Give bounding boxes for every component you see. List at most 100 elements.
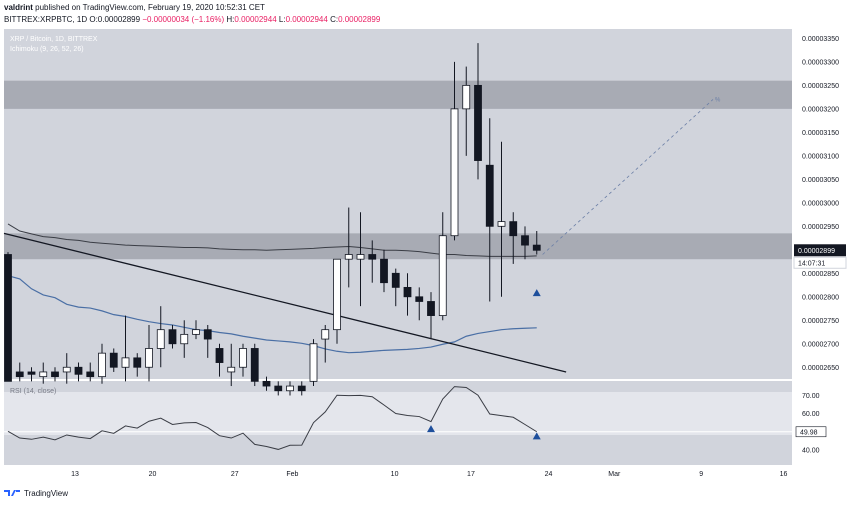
main-legend: XRP / Bitcoin, 1D, BITTREX <box>10 36 98 43</box>
candle-body <box>297 385 306 392</box>
footer: TradingView <box>4 486 68 500</box>
candle-body <box>74 366 83 375</box>
low-value: L:0.00002944 <box>278 15 328 24</box>
candle-body <box>215 348 224 363</box>
price-axis-label: 0.00003100 <box>802 153 839 160</box>
candle-body <box>250 348 259 382</box>
candle-body <box>39 371 48 378</box>
candle-body <box>497 221 506 227</box>
time-axis-label: 10 <box>391 471 399 478</box>
candle-body <box>62 366 71 373</box>
rsi-current-tag: 49.98 <box>800 429 818 436</box>
ichimoku-legend: Ichimoku (9, 26, 52, 26) <box>10 46 84 53</box>
rsi-divergence-triangle <box>532 432 541 440</box>
candle-body <box>380 258 388 284</box>
chart-header: valdrint published on TradingView.com, F… <box>4 0 844 28</box>
candle-body <box>98 352 106 378</box>
tradingview-logo-icon <box>4 490 20 496</box>
candle-body <box>121 357 130 368</box>
current-price-tag: 0.00002899 <box>798 248 835 255</box>
price-axis-label: 0.00002750 <box>802 318 839 325</box>
ohlc-line: BITTREX:XRPBTC, 1D O:0.00002899 −0.00000… <box>4 14 380 26</box>
projection-label: % <box>715 97 721 103</box>
candle-body <box>168 329 177 345</box>
candle-body <box>274 385 283 392</box>
price-axis-label: 0.00003050 <box>802 177 839 184</box>
time-axis-label: Feb <box>286 471 298 478</box>
publish-line: valdrint published on TradingView.com, F… <box>4 2 265 14</box>
candle-body <box>27 371 36 375</box>
candle-body <box>109 352 118 368</box>
time-axis-label: 16 <box>780 471 788 478</box>
candle-body <box>521 235 529 246</box>
time-axis-label: 24 <box>545 471 553 478</box>
candle-body <box>391 272 400 288</box>
price-axis-label: 0.00003150 <box>802 130 839 137</box>
open-value: O:0.00002899 <box>89 15 141 24</box>
price-axis-label: 0.00003250 <box>802 83 839 90</box>
footer-brand[interactable]: TradingView <box>24 488 69 498</box>
rsi-axis-label: 60.00 <box>802 411 820 418</box>
candle-body <box>156 329 165 349</box>
low-number: 0.00002944 <box>285 15 328 24</box>
time-axis-label: 13 <box>71 471 79 478</box>
candle-body <box>333 258 341 331</box>
candle-body <box>133 357 142 368</box>
rsi-legend: RSI (14, close) <box>10 388 56 395</box>
author-name[interactable]: valdrint <box>4 3 33 12</box>
candle-body <box>192 329 200 335</box>
candle-body <box>86 371 95 378</box>
current-price-tag-bg <box>794 244 846 257</box>
candle-body <box>462 84 471 110</box>
price-axis-label: 0.00002950 <box>802 224 839 231</box>
candle-body <box>51 371 59 378</box>
candle-body <box>180 333 189 345</box>
price-axis-label: 0.00003000 <box>802 200 839 207</box>
rsi-axis-label: 70.00 <box>802 393 820 400</box>
time-axis-label: 17 <box>467 471 475 478</box>
candle-body <box>227 366 236 373</box>
high-label: H: <box>226 15 235 24</box>
price-axis-label: 0.00002700 <box>802 341 839 348</box>
candle-body <box>262 380 271 387</box>
candle-body <box>485 164 494 227</box>
resistance-zone-1 <box>4 233 792 260</box>
rsi-current-tag-bg <box>795 426 827 438</box>
price-axis-label: 0.00003350 <box>802 36 839 43</box>
projection-dashed-line <box>542 99 714 255</box>
rsi-axis-label: 40.00 <box>802 447 820 454</box>
close-label: C:0.00002899 <box>330 15 381 24</box>
high-value: 0.00002944 <box>234 15 277 24</box>
price-axis-label: 0.00003300 <box>802 59 839 66</box>
countdown-tag: 14:07:31 <box>798 260 825 267</box>
candle-body <box>438 235 447 316</box>
candle-body <box>474 84 482 161</box>
price-axis-label: 0.00003200 <box>802 106 839 113</box>
candle-body <box>356 254 365 260</box>
candle-body <box>4 254 12 382</box>
candle-body <box>309 343 318 382</box>
candle-body <box>403 286 412 298</box>
candle-body <box>15 371 24 378</box>
close-number: 0.00002899 <box>338 15 381 24</box>
candle-body <box>145 348 153 368</box>
countdown-tag-bg <box>793 256 847 269</box>
price-axis-label: 0.00002650 <box>802 365 839 372</box>
candle-body <box>321 329 330 340</box>
price-chart[interactable]: % 0.00003350 0.00003300 0.00003250 0.000032… <box>0 24 850 494</box>
published-text: published on TradingView.com, February 1… <box>35 3 265 12</box>
price-triangle-marker <box>532 289 541 297</box>
candle-body <box>532 244 541 251</box>
price-axis-label: 0.00002800 <box>802 294 839 301</box>
candle-body <box>509 221 518 237</box>
candle-body <box>344 254 353 260</box>
time-axis-label: 20 <box>149 471 157 478</box>
time-axis-label: 27 <box>231 471 239 478</box>
time-axis-label: Mar <box>608 471 621 478</box>
candle-body <box>203 329 212 340</box>
candle-body <box>368 254 377 260</box>
change-value: −0.00000034 (−1.16%) <box>142 15 225 24</box>
candle-body <box>415 296 424 302</box>
ichimoku-line <box>7 223 537 257</box>
price-axis-label: 0.00002850 <box>802 271 839 278</box>
